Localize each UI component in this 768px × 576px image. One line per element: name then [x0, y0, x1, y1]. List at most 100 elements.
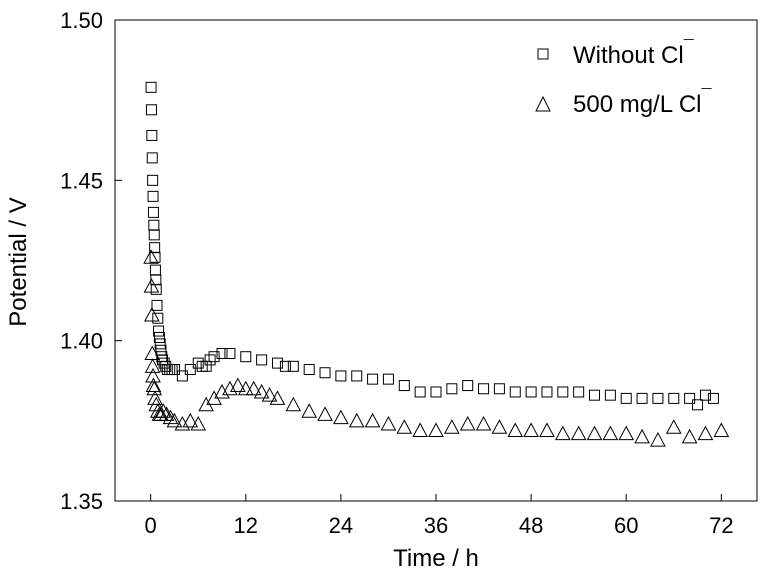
triangle-data-point: [155, 403, 172, 418]
square-data-point: [150, 283, 162, 295]
triangle-data-point: [143, 249, 159, 264]
square-data-point: [541, 386, 553, 398]
square-data-point: [684, 392, 696, 404]
x-tick-label: 12: [234, 513, 258, 538]
legend-label: Without Cl¯: [573, 37, 695, 69]
square-data-point: [271, 357, 283, 369]
triangle-data-point: [190, 415, 207, 431]
triangle-data-point: [507, 422, 524, 437]
legend-label-main: 500 mg/L Cl: [573, 91, 702, 118]
triangle-data-point: [333, 409, 349, 425]
square-data-point: [493, 383, 505, 395]
square-data-point: [147, 206, 159, 218]
x-tick-label: 60: [614, 513, 638, 538]
triangle-data-point: [162, 409, 179, 425]
square-data-point: [158, 357, 170, 369]
square-data-point: [216, 347, 228, 359]
square-data-point: [147, 190, 159, 202]
triangle-data-point: [570, 425, 587, 441]
square-data-point: [204, 354, 216, 366]
square-data-point: [153, 331, 165, 343]
y-tick-label: 1.40: [60, 329, 103, 354]
data-marks: [143, 81, 730, 447]
square-data-point: [256, 354, 268, 366]
triangle-data-point: [444, 419, 460, 434]
triangle-data-point: [586, 425, 603, 441]
square-data-point: [382, 373, 394, 385]
triangle-data-point: [554, 425, 571, 441]
square-data-point: [145, 81, 157, 93]
square-data-point: [367, 373, 379, 385]
triangle-data-point: [222, 380, 238, 396]
triangle-data-point: [285, 396, 302, 412]
triangle-data-point: [412, 422, 428, 437]
square-data-point: [430, 386, 442, 398]
legend-item-500-cl: 500 mg/L Cl¯: [535, 86, 713, 118]
triangle-data-point: [145, 367, 161, 383]
triangle-data-point: [144, 306, 160, 322]
triangle-data-point: [602, 425, 619, 441]
square-data-point: [478, 383, 490, 395]
x-tick-label: 48: [519, 513, 543, 538]
square-data-point: [462, 380, 474, 392]
triangle-data-point: [144, 358, 161, 373]
square-data-point: [168, 364, 180, 376]
series-0-square-markers: [145, 81, 719, 411]
square-data-point: [636, 392, 648, 404]
square-data-point: [509, 386, 521, 398]
triangle-data-point: [269, 390, 286, 405]
square-data-point: [151, 299, 163, 311]
square-data-point: [153, 325, 165, 337]
legend-label: 500 mg/L Cl¯: [573, 86, 713, 118]
square-data-point: [319, 367, 331, 379]
square-data-point: [287, 360, 299, 372]
triangle-data-point: [261, 387, 278, 402]
square-data-point: [200, 360, 212, 372]
square-data-point: [652, 392, 664, 404]
square-data-point: [208, 351, 220, 363]
triangle-data-point: [148, 396, 165, 412]
square-data-point: [196, 360, 208, 372]
legend-label-sup: ¯: [701, 86, 713, 106]
legend-square-marker: [537, 48, 549, 60]
triangle-data-point: [166, 412, 183, 428]
y-tick-label: 1.45: [60, 168, 103, 193]
square-data-point: [303, 364, 315, 376]
square-data-point: [707, 392, 719, 404]
y-axis-label: Potential / V: [5, 197, 32, 326]
square-data-point: [699, 389, 711, 401]
legend-triangle-marker: [535, 95, 551, 112]
x-tick-label: 24: [329, 513, 353, 538]
legend: Without Cl¯ 500 mg/L Cl¯: [535, 37, 713, 118]
square-data-point: [279, 360, 291, 372]
triangle-data-point: [380, 415, 397, 431]
triangle-data-point: [539, 422, 555, 437]
triangle-data-point: [158, 406, 175, 421]
square-data-point: [335, 370, 347, 382]
square-data-point: [176, 370, 188, 382]
triangle-data-point: [697, 425, 714, 441]
triangle-data-point: [317, 406, 333, 421]
square-data-point: [557, 386, 569, 398]
legend-label-sup: ¯: [683, 37, 695, 57]
triangle-data-point: [214, 383, 230, 399]
triangle-data-point: [396, 419, 413, 434]
square-data-point: [192, 357, 204, 369]
square-data-point: [146, 129, 158, 141]
square-data-point: [240, 351, 252, 363]
triangle-data-point: [182, 412, 199, 428]
square-data-point: [604, 389, 616, 401]
square-data-point: [160, 360, 172, 372]
x-tick-label: 36: [424, 513, 448, 538]
square-data-point: [573, 386, 585, 398]
triangle-data-point: [665, 419, 682, 434]
series-1-triangle-markers: [143, 249, 730, 447]
square-data-point: [692, 399, 704, 411]
square-data-point: [414, 386, 426, 398]
triangle-data-point: [146, 380, 163, 396]
square-data-point: [149, 251, 161, 263]
legend-item-without-cl: Without Cl¯: [537, 37, 695, 69]
triangle-data-point: [230, 377, 246, 393]
square-data-point: [620, 392, 632, 404]
triangle-data-point: [634, 428, 650, 444]
